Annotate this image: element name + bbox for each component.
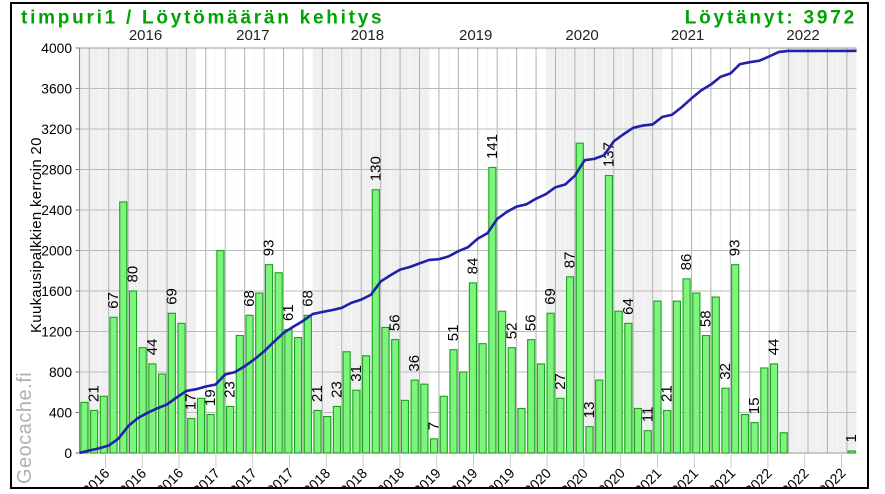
svg-text:Kuukausipalkkien kerroin 20: Kuukausipalkkien kerroin 20 (28, 137, 45, 333)
svg-text:3600: 3600 (41, 81, 72, 96)
svg-text:2017: 2017 (236, 27, 269, 44)
svg-text:21: 21 (659, 385, 676, 402)
svg-text:64: 64 (620, 298, 637, 315)
svg-text:69: 69 (542, 288, 559, 305)
svg-text:timpuri1 / Löytömäärän kehitys: timpuri1 / Löytömäärän kehitys (21, 8, 384, 29)
svg-text:36: 36 (406, 355, 423, 372)
svg-text:56: 56 (523, 314, 540, 331)
svg-text:84: 84 (464, 258, 481, 275)
svg-text:52: 52 (503, 323, 520, 340)
svg-text:80: 80 (125, 266, 142, 283)
svg-text:19: 19 (202, 389, 219, 406)
svg-text:1200: 1200 (41, 324, 72, 339)
svg-text:23: 23 (222, 381, 239, 398)
svg-text:51: 51 (445, 325, 462, 342)
svg-text:130: 130 (367, 156, 384, 181)
svg-text:27: 27 (552, 373, 569, 390)
svg-text:1600: 1600 (41, 284, 72, 299)
svg-text:2016: 2016 (129, 27, 162, 44)
svg-text:56: 56 (387, 314, 404, 331)
svg-text:2800: 2800 (41, 162, 72, 177)
svg-text:2021: 2021 (671, 27, 704, 44)
svg-text:68: 68 (241, 290, 258, 307)
svg-text:15: 15 (746, 397, 763, 414)
svg-text:44: 44 (144, 339, 161, 356)
svg-text:68: 68 (299, 290, 316, 307)
svg-text:93: 93 (727, 240, 744, 257)
svg-text:13: 13 (581, 402, 598, 419)
svg-text:1: 1 (843, 434, 860, 442)
svg-text:86: 86 (678, 254, 695, 271)
svg-text:3200: 3200 (41, 122, 72, 137)
svg-text:2020: 2020 (565, 27, 598, 44)
svg-text:61: 61 (280, 304, 297, 321)
svg-text:400: 400 (49, 405, 72, 420)
svg-text:44: 44 (766, 339, 783, 356)
svg-text:21: 21 (86, 385, 103, 402)
svg-text:31: 31 (348, 365, 365, 382)
svg-text:2000: 2000 (41, 243, 72, 258)
svg-text:2022: 2022 (786, 27, 819, 44)
svg-text:4000: 4000 (41, 41, 72, 56)
svg-text:800: 800 (49, 365, 72, 380)
svg-text:0: 0 (64, 446, 72, 461)
svg-text:137: 137 (600, 142, 617, 167)
svg-text:7: 7 (426, 422, 443, 430)
svg-text:93: 93 (261, 240, 278, 257)
svg-text:2019: 2019 (459, 27, 492, 44)
svg-text:2018: 2018 (351, 27, 384, 44)
svg-text:Geocache.fi: Geocache.fi (14, 372, 36, 484)
svg-text:Löytänyt: 3972: Löytänyt: 3972 (685, 8, 857, 29)
svg-text:69: 69 (163, 288, 180, 305)
svg-text:58: 58 (698, 310, 715, 327)
svg-text:67: 67 (105, 292, 122, 309)
svg-text:141: 141 (484, 134, 501, 159)
svg-text:87: 87 (562, 252, 579, 269)
svg-text:2400: 2400 (41, 203, 72, 218)
svg-text:11: 11 (639, 407, 656, 423)
svg-text:17: 17 (183, 393, 200, 410)
svg-text:32: 32 (717, 363, 734, 380)
svg-text:21: 21 (309, 385, 326, 402)
svg-text:23: 23 (328, 381, 345, 398)
